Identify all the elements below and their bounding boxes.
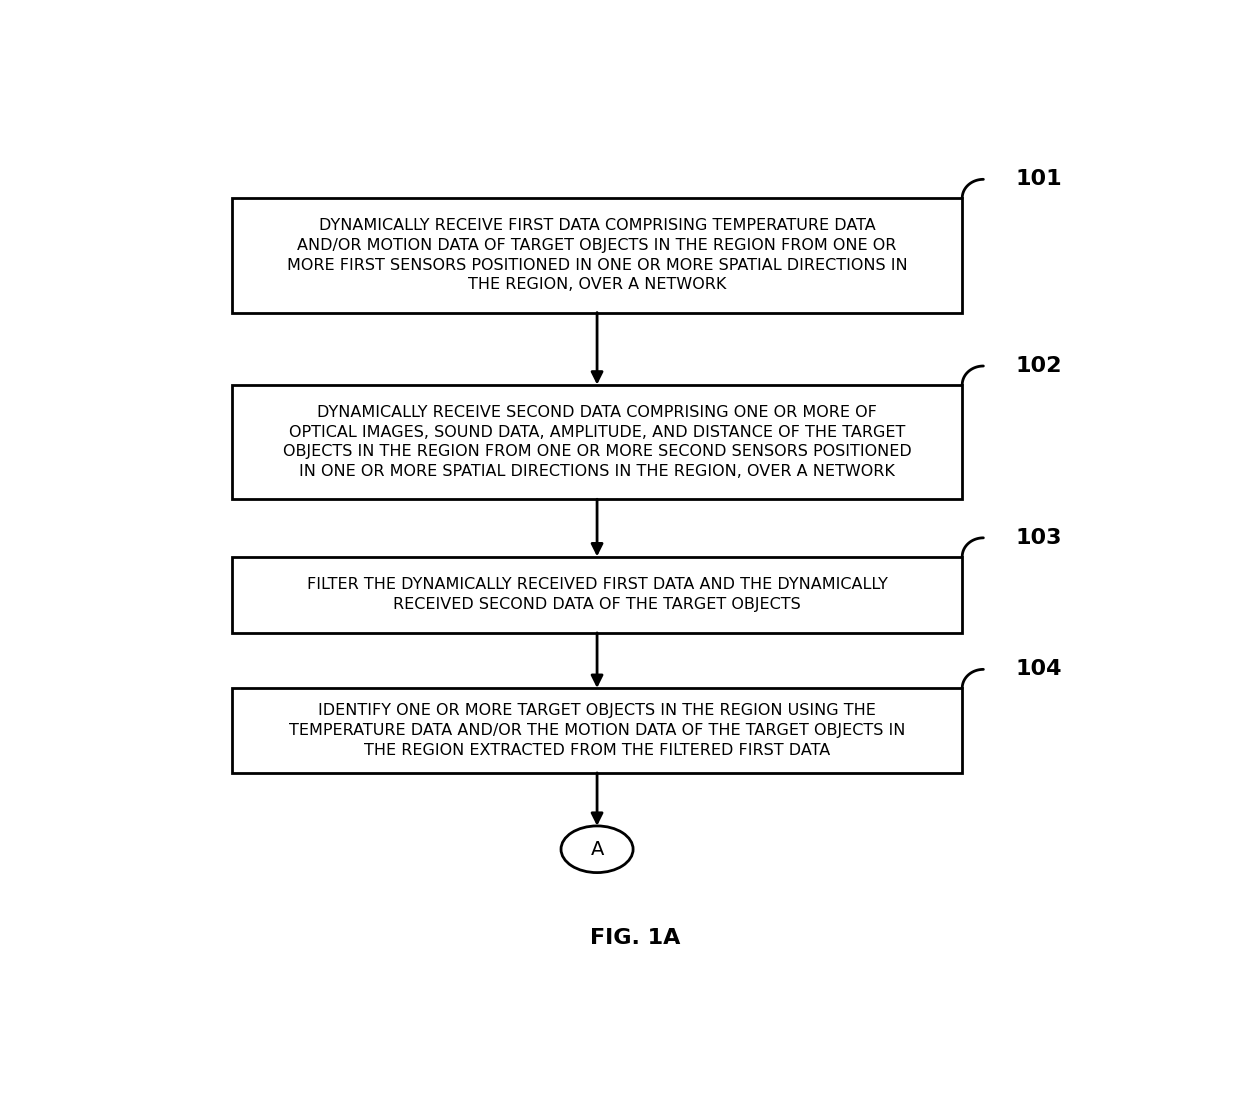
Text: FIG. 1A: FIG. 1A [590,928,681,949]
Text: 102: 102 [1016,356,1061,376]
Text: A: A [590,840,604,858]
FancyBboxPatch shape [232,557,962,633]
Text: DYNAMICALLY RECEIVE FIRST DATA COMPRISING TEMPERATURE DATA
AND/OR MOTION DATA OF: DYNAMICALLY RECEIVE FIRST DATA COMPRISIN… [286,218,908,292]
Text: 104: 104 [1016,659,1061,679]
FancyBboxPatch shape [232,688,962,773]
Text: 101: 101 [1016,170,1061,190]
Text: 103: 103 [1016,528,1061,548]
Text: FILTER THE DYNAMICALLY RECEIVED FIRST DATA AND THE DYNAMICALLY
RECEIVED SECOND D: FILTER THE DYNAMICALLY RECEIVED FIRST DA… [306,577,888,612]
Text: IDENTIFY ONE OR MORE TARGET OBJECTS IN THE REGION USING THE
TEMPERATURE DATA AND: IDENTIFY ONE OR MORE TARGET OBJECTS IN T… [289,703,905,758]
Ellipse shape [560,825,634,873]
Text: DYNAMICALLY RECEIVE SECOND DATA COMPRISING ONE OR MORE OF
OPTICAL IMAGES, SOUND : DYNAMICALLY RECEIVE SECOND DATA COMPRISI… [283,404,911,479]
FancyBboxPatch shape [232,385,962,499]
FancyBboxPatch shape [232,198,962,313]
